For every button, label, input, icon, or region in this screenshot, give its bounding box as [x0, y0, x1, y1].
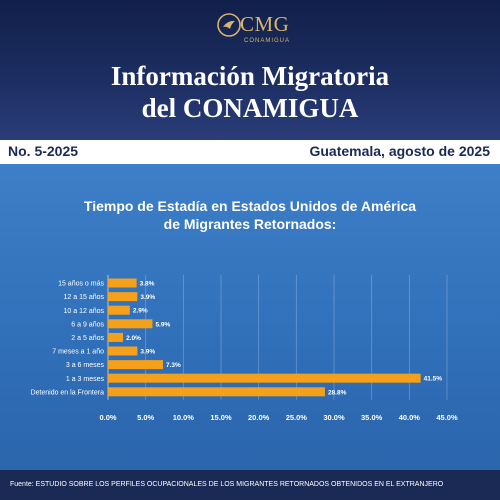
x-tick-label: 35.0% — [361, 413, 383, 422]
chart-title-line1: Tiempo de Estadía en Estados Unidos de A… — [83, 198, 417, 214]
bar — [108, 305, 130, 315]
bar — [108, 319, 153, 329]
data-label: 3.8% — [140, 281, 155, 288]
bird-emblem-icon — [217, 13, 241, 37]
chart-title: Tiempo de Estadía en Estados Unidos de A… — [0, 197, 500, 233]
x-tick-label: 45.0% — [436, 413, 458, 422]
conamigua-logo: CMG CONAMIGUA — [210, 8, 300, 48]
x-tick-label: 40.0% — [399, 413, 421, 422]
x-tick-label: 5.0% — [137, 413, 154, 422]
chart-panel — [0, 164, 500, 500]
bar — [108, 387, 325, 397]
data-label: 3.9% — [140, 294, 155, 301]
logo-subtitle: CONAMIGUA — [244, 38, 291, 44]
data-label: 3.9% — [140, 349, 155, 356]
page-title-line2: del CONAMIGUA — [141, 93, 359, 123]
issue-info-bar: No. 5-2025 Guatemala, agosto de 2025 — [0, 140, 500, 164]
header-banner: CMG CONAMIGUA Información Migratoria del… — [0, 0, 500, 140]
category-label: 7 meses a 1 año — [52, 349, 104, 356]
category-label: 1 a 3 meses — [66, 376, 105, 383]
data-label: 7.3% — [166, 362, 181, 369]
data-label: 5.9% — [155, 321, 170, 328]
category-label: Detenido en la Frontera — [30, 389, 104, 396]
footer: Fuente: ESTUDIO SOBRE LOS PERFILES OCUPA… — [0, 470, 500, 500]
bar — [108, 332, 124, 342]
chart-title-line2: de Migrantes Retornados: — [163, 216, 337, 232]
page-title: Información Migratoria del CONAMIGUA — [0, 60, 500, 124]
x-tick-label: 25.0% — [286, 413, 308, 422]
category-label: 6 a 9 años — [71, 321, 104, 328]
issue-number: No. 5-2025 — [8, 143, 79, 159]
x-tick-label: 15.0% — [210, 413, 232, 422]
x-tick-label: 10.0% — [173, 413, 195, 422]
page-title-line1: Información Migratoria — [110, 61, 390, 91]
category-label: 10 a 12 años — [64, 308, 105, 315]
logo-wordmark: CMG — [240, 12, 290, 36]
bar — [108, 360, 163, 370]
data-label: 41.5% — [424, 376, 443, 383]
bar — [108, 346, 138, 356]
category-label: 3 a 6 meses — [66, 362, 105, 369]
x-tick-label: 0.0% — [99, 413, 116, 422]
data-label: 2.0% — [126, 335, 141, 342]
bar — [108, 278, 137, 288]
category-label: 12 a 15 años — [64, 294, 105, 301]
source-note: Fuente: ESTUDIO SOBRE LOS PERFILES OCUPA… — [10, 481, 444, 488]
x-tick-label: 20.0% — [248, 413, 270, 422]
data-label: 2.9% — [133, 308, 148, 315]
place-date: Guatemala, agosto de 2025 — [309, 143, 490, 159]
data-label: 28.8% — [328, 389, 347, 396]
bar — [108, 292, 138, 302]
bar — [108, 373, 421, 383]
category-label: 2 a 5 años — [71, 335, 104, 342]
category-label: 15 años o más — [58, 281, 104, 288]
x-tick-label: 30.0% — [323, 413, 345, 422]
